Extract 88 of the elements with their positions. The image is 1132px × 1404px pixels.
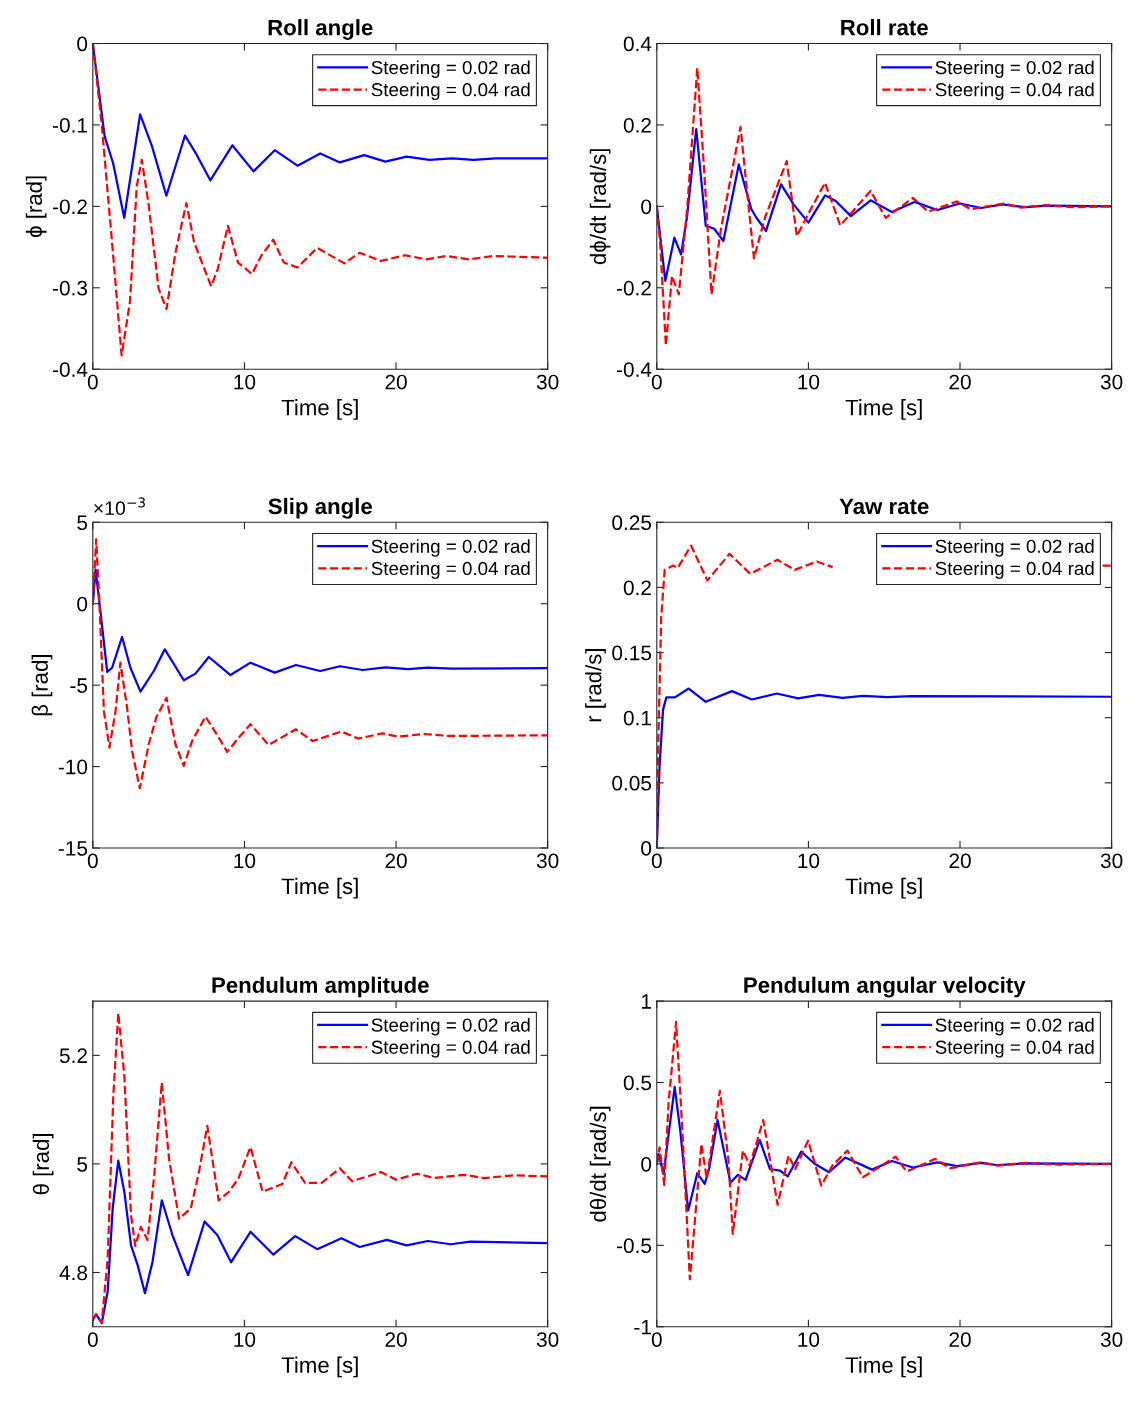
y-tick-label: -0.3: [52, 280, 88, 296]
y-tick-label: 0: [641, 1156, 652, 1172]
legend-label: Steering = 0.04 rad: [371, 1040, 530, 1058]
y-axis-title: θ [rad]: [32, 1134, 54, 1195]
y-tick-label: 5: [77, 515, 88, 531]
y-tick-label: 0.25: [612, 515, 652, 531]
y-axis-title: dϕ/dt [rad/s]: [589, 149, 611, 265]
x-tick-label: 0: [651, 853, 662, 869]
y-tick-label: -0.2: [52, 199, 87, 215]
y-tick-label: 0.15: [612, 645, 652, 661]
y-tick-label: 0: [641, 199, 652, 215]
chart-title: Slip angle: [268, 497, 372, 519]
x-tick-label: 20: [949, 1332, 971, 1347]
x-tick-label: 10: [798, 853, 820, 869]
x-tick-label: 30: [536, 374, 559, 390]
line-series: [656, 1020, 1112, 1281]
series-label: Steering = 0.04 rad: [935, 561, 1094, 579]
y-axis-title: ϕ [rad]: [25, 176, 47, 238]
y-tick-label: 5.2: [59, 1048, 87, 1064]
x-tick-label: 0: [651, 1332, 662, 1347]
x-tick-label: 20: [949, 853, 971, 869]
legend-label: Steering = 0.02 rad: [371, 60, 530, 78]
chart-title: Roll rate: [841, 19, 928, 36]
y-tick-label: 0: [77, 596, 88, 612]
y-tick-label: -1: [634, 1320, 651, 1335]
y-tick-label: -0.2: [616, 280, 651, 296]
x-tick-label: 10: [234, 853, 256, 869]
x-tick-label: 10: [234, 1332, 256, 1347]
legend-label: Steering = 0.04 rad: [935, 1040, 1094, 1058]
x-tick-label: 0: [651, 374, 662, 390]
y-tick-label: 0.4: [623, 36, 652, 52]
legend-label: Steering = 0.02 rad: [935, 60, 1094, 78]
x-axis-title: Time [s]: [845, 1356, 922, 1378]
y-axis-title: dθ/dt [rad/s]: [589, 1106, 611, 1222]
x-tick-label: 10: [798, 1332, 820, 1347]
legend-label: Steering = 0.04 rad: [935, 82, 1094, 101]
x-tick-label: 20: [949, 374, 971, 390]
line-series: [656, 1085, 1112, 1212]
y-tick-label: 0.1: [623, 710, 651, 726]
x-tick-label: 20: [385, 374, 407, 390]
line-series: [656, 127, 1112, 282]
x-tick-label: 10: [234, 374, 256, 390]
legend-label: Steering = 0.02 rad: [371, 539, 530, 557]
legend-label: Steering = 0.02 rad: [935, 539, 1094, 557]
x-axis-title: Time [s]: [845, 877, 922, 899]
y-axis-title: β [rad]: [31, 655, 53, 716]
chart-title: Pendulum angular velocity: [744, 976, 1026, 998]
y-tick-label: -5: [70, 678, 88, 693]
y-tick-label: 1: [641, 994, 651, 1009]
x-tick-label: 30: [536, 853, 559, 869]
x-tick-label: 30: [536, 1332, 559, 1347]
y-tick-label: -0.1: [52, 117, 87, 133]
legend-label: Steering = 0.04 rad: [371, 561, 530, 579]
x-tick-label: 0: [87, 1332, 98, 1347]
chart-title: Pendulum amplitude: [212, 976, 429, 998]
y-tick-label: 0.5: [623, 1075, 652, 1091]
y-tick-label: 0: [77, 36, 88, 52]
line-series: [92, 538, 548, 790]
x-axis-title: Time [s]: [281, 1356, 358, 1378]
x-tick-label: 20: [385, 853, 407, 869]
x-tick-label: 0: [87, 374, 98, 390]
legend-label: Steering = 0.02 rad: [371, 1017, 530, 1036]
x-tick-label: 10: [798, 374, 820, 390]
y-tick-label: 4.8: [59, 1265, 88, 1281]
y-tick-label: -15: [58, 841, 88, 856]
legend-label: Steering = 0.02 rad: [935, 1017, 1094, 1036]
x-tick-label: 30: [1100, 1332, 1123, 1347]
y-tick-label: -0.4: [616, 362, 652, 377]
y-tick-label: -10: [58, 759, 88, 775]
y-tick-label: -0.5: [616, 1238, 652, 1254]
legend-label: Steering = 0.04 rad: [371, 82, 530, 101]
y-tick-label: -0.4: [52, 362, 88, 377]
x-axis-title: Time [s]: [281, 399, 358, 420]
chart-title: Roll angle: [268, 19, 373, 40]
chart-title: Yaw rate: [839, 498, 929, 515]
x-tick-label: 30: [1100, 374, 1123, 390]
x-tick-label: 30: [1100, 853, 1123, 869]
y-tick-label: 0.2: [623, 117, 651, 133]
x-tick-label: 20: [385, 1332, 407, 1347]
y-tick-label: 0: [641, 841, 652, 856]
y-tick-label: 0.05: [612, 775, 652, 791]
x-tick-label: 0: [87, 853, 98, 869]
y-axis-title: r [rad/s]: [585, 649, 606, 722]
x-axis-title: Time [s]: [281, 877, 358, 899]
y-tick-label: 5: [77, 1157, 88, 1172]
text: ×10$^{−3}$: [94, 497, 145, 516]
x-axis-title: Time [s]: [845, 399, 922, 420]
y-tick-label: 0.2: [623, 580, 651, 596]
